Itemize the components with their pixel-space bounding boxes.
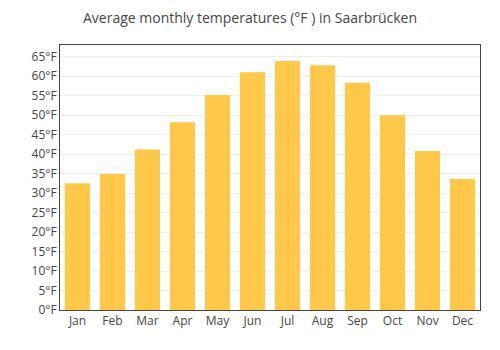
svg-text:May: May bbox=[206, 312, 230, 329]
svg-text:Average monthly temperatures (: Average monthly temperatures (°F ) in Sa… bbox=[83, 8, 417, 27]
svg-text:Nov: Nov bbox=[416, 312, 438, 329]
svg-text:Mar: Mar bbox=[136, 312, 158, 329]
svg-text:Jan: Jan bbox=[68, 312, 86, 329]
svg-text:55°F: 55°F bbox=[32, 87, 57, 104]
svg-text:30°F: 30°F bbox=[32, 184, 57, 201]
svg-text:Dec: Dec bbox=[452, 312, 473, 329]
svg-text:50°F: 50°F bbox=[32, 106, 57, 123]
svg-text:40°F: 40°F bbox=[32, 145, 57, 162]
svg-text:Apr: Apr bbox=[173, 312, 193, 329]
svg-text:Aug: Aug bbox=[312, 312, 334, 329]
svg-text:25°F: 25°F bbox=[32, 204, 57, 221]
svg-text:Jul: Jul bbox=[280, 312, 295, 329]
svg-text:15°F: 15°F bbox=[32, 243, 57, 260]
svg-text:65°F: 65°F bbox=[32, 48, 57, 65]
svg-text:5°F: 5°F bbox=[38, 282, 56, 299]
svg-text:Oct: Oct bbox=[383, 312, 402, 329]
svg-text:Jun: Jun bbox=[243, 312, 262, 329]
svg-text:Sep: Sep bbox=[347, 312, 368, 329]
svg-text:10°F: 10°F bbox=[32, 262, 57, 279]
svg-text:0°F: 0°F bbox=[38, 301, 56, 318]
svg-text:45°F: 45°F bbox=[32, 126, 57, 143]
svg-text:20°F: 20°F bbox=[32, 223, 57, 240]
svg-text:35°F: 35°F bbox=[32, 165, 57, 182]
svg-text:Feb: Feb bbox=[102, 312, 122, 329]
svg-text:60°F: 60°F bbox=[32, 67, 57, 84]
